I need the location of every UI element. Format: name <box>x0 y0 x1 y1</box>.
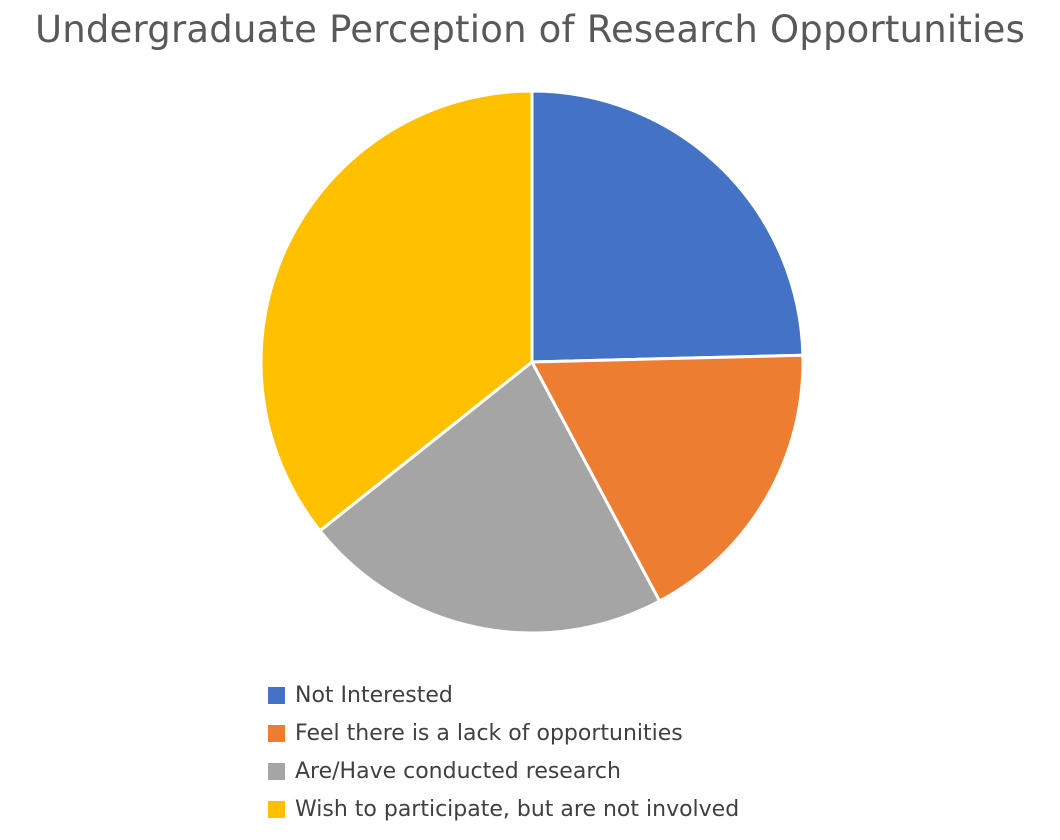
legend-swatch <box>268 762 285 780</box>
legend-swatch <box>268 724 285 742</box>
pie-slice-3 <box>259 89 534 533</box>
pie-slice-0 <box>530 89 805 364</box>
pie-slice-1 <box>530 353 805 603</box>
pie-slice-2 <box>318 360 662 635</box>
legend-label: Are/Have conducted research <box>295 758 621 784</box>
legend-label: Wish to participate, but are not involve… <box>295 796 740 822</box>
legend-item: Wish to participate, but are not involve… <box>268 790 739 828</box>
chart-title: Undergraduate Perception of Research Opp… <box>34 8 1026 51</box>
legend-item: Feel there is a lack of opportunities <box>268 714 739 752</box>
legend-item: Not Interested <box>268 676 739 714</box>
legend-label: Not Interested <box>295 682 453 708</box>
legend-swatch <box>268 686 285 704</box>
legend: Not Interested Feel there is a lack of op… <box>268 676 739 828</box>
legend-label: Feel there is a lack of opportunities <box>295 720 683 746</box>
legend-item: Are/Have conducted research <box>268 752 739 790</box>
legend-swatch <box>268 800 285 818</box>
